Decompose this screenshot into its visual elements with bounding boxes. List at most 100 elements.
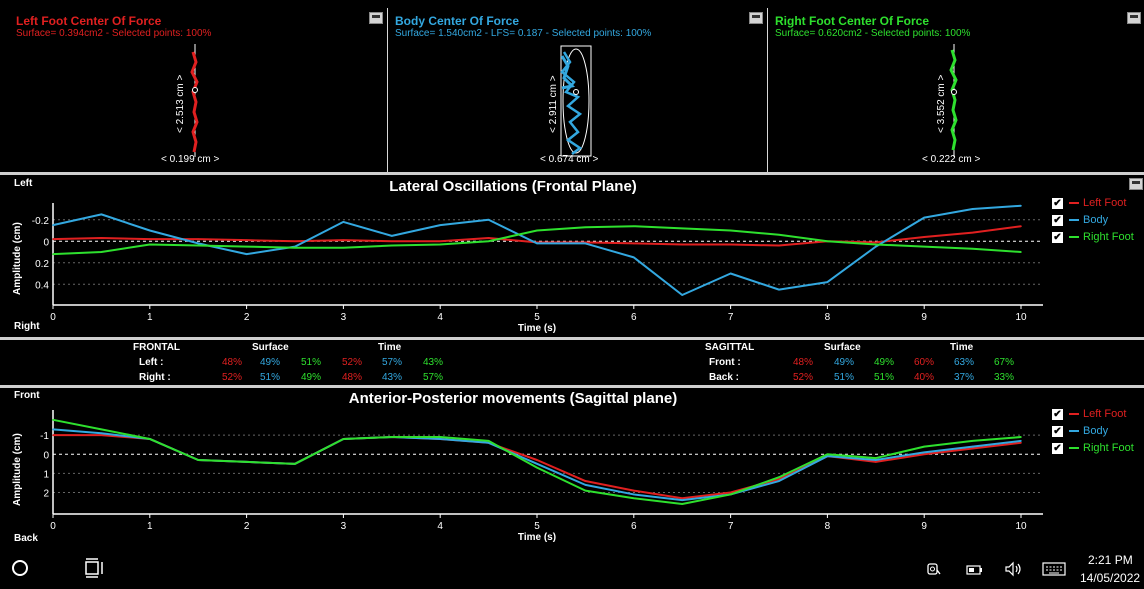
x-tick-label: 9 [921, 312, 927, 323]
data-point [536, 229, 538, 232]
body-panel: Body Center Of Force Surface= 1.540cm2 -… [389, 8, 768, 172]
lateral-minimize-button[interactable] [1129, 178, 1143, 190]
sagittal-time-header: Time [950, 342, 974, 353]
body-horizontal-dimension: < 0.674 cm > [540, 154, 599, 165]
sagittal-chart-title: Anterior-Posterior movements (Sagittal p… [348, 390, 678, 407]
data-point [197, 238, 199, 240]
battery-icon[interactable] [966, 564, 984, 576]
data-point [826, 453, 829, 456]
checkbox2-body[interactable]: ✔ [1052, 425, 1063, 437]
camera-tray-icon[interactable] [926, 561, 942, 577]
data-point [584, 480, 587, 482]
data-point [149, 438, 151, 440]
data-point [778, 288, 780, 291]
data-point [52, 428, 54, 431]
clock-time[interactable]: 2:21 PM [1088, 553, 1133, 567]
frontal-value-cell: 48% [222, 357, 243, 368]
data-point [52, 253, 54, 255]
y-tick-label: -1 [40, 431, 49, 442]
checkbox2-left-foot[interactable]: ✔ [1052, 408, 1063, 420]
data-point [729, 243, 732, 246]
data-point [971, 247, 974, 250]
data-point [342, 239, 345, 241]
right-foot-panel: Right Foot Center Of Force Surface= 0.62… [769, 8, 1144, 172]
data-point [52, 434, 54, 436]
right-foot-trace [949, 44, 958, 157]
legend2-body-label: Body [1083, 425, 1109, 437]
legend-left-foot[interactable]: ✔ Left Foot [1052, 196, 1126, 210]
sagittal-row-label: Back : [709, 372, 740, 383]
legend-right-foot-label: Right Foot [1083, 231, 1134, 243]
data-point [875, 241, 877, 244]
data-point [439, 224, 442, 226]
data-point [1020, 204, 1022, 207]
data-point [1020, 440, 1022, 442]
data-point [778, 480, 780, 482]
legend2-right-foot[interactable]: ✔ Right Foot [1052, 441, 1134, 455]
data-point [439, 436, 442, 438]
data-point [1020, 436, 1022, 438]
frontal-value-cell: 57% [423, 372, 444, 383]
data-point [439, 240, 442, 243]
legend2-left-foot[interactable]: ✔ Left Foot [1052, 407, 1126, 421]
body-panel-minimize-button[interactable] [749, 12, 763, 24]
checkbox-right-foot[interactable]: ✔ [1052, 231, 1063, 243]
frontal-header: FRONTAL [133, 342, 181, 353]
data-point [245, 245, 248, 248]
data-point [245, 461, 248, 463]
body-trace [560, 45, 592, 157]
data-point [681, 227, 683, 230]
data-point [923, 453, 925, 456]
clock-date[interactable]: 14/05/2022 [1080, 571, 1141, 585]
data-point [923, 236, 925, 238]
data-point [923, 216, 925, 219]
sagittal-back-label: Back [14, 533, 38, 544]
frontal-value-cell: 49% [301, 372, 322, 383]
data-point [536, 463, 538, 465]
data-point [100, 428, 103, 431]
x-tick-label: 10 [1015, 521, 1027, 532]
x-tick-label: 2 [244, 312, 250, 323]
sagittal-value-cell: 52% [793, 372, 814, 383]
data-point [52, 224, 54, 226]
body-title: Body Center Of Force [395, 14, 520, 28]
x-tick-label: 6 [631, 312, 637, 323]
data-point [584, 226, 587, 229]
frontal-surface-header: Surface [252, 342, 289, 353]
data-point [149, 229, 151, 232]
checkbox-left-foot[interactable]: ✔ [1052, 197, 1063, 209]
data-point [584, 484, 587, 486]
start-circle-icon[interactable] [12, 560, 28, 576]
right-foot-title: Right Foot Center Of Force [775, 14, 929, 28]
checkbox2-right-foot[interactable]: ✔ [1052, 442, 1063, 454]
data-point [342, 438, 345, 440]
legend-body[interactable]: ✔ Body [1052, 213, 1108, 227]
data-point [149, 243, 151, 246]
right-horizontal-dimension: < 0.222 cm > [922, 154, 981, 165]
legend-right-foot[interactable]: ✔ Right Foot [1052, 230, 1134, 244]
data-point [391, 235, 393, 237]
data-point [245, 253, 248, 255]
y-tick-label: 0.2 [35, 259, 49, 270]
data-point [149, 238, 151, 240]
sagittal-value-cell: 67% [994, 357, 1015, 368]
keyboard-icon[interactable] [1042, 562, 1066, 576]
left-panel-minimize-button[interactable] [369, 12, 383, 24]
task-view-icon[interactable] [84, 557, 106, 579]
sagittal-value-cell: 51% [874, 372, 895, 383]
legend2-body[interactable]: ✔ Body [1052, 424, 1108, 438]
checkbox-body[interactable]: ✔ [1052, 214, 1063, 226]
data-point [923, 445, 925, 448]
data-point [52, 419, 54, 421]
data-point [487, 237, 490, 239]
sagittal-header: SAGITTAL [705, 342, 755, 353]
right-panel-minimize-button[interactable] [1127, 12, 1141, 24]
data-point [439, 438, 442, 440]
sagittal-value-cell: 60% [914, 357, 935, 368]
sagittal-value-cell: 63% [954, 357, 975, 368]
volume-icon[interactable] [1004, 561, 1024, 577]
frontal-time-header: Time [378, 342, 402, 353]
x-tick-label: 0 [50, 312, 56, 323]
data-point [391, 240, 393, 243]
data-point [971, 445, 974, 448]
